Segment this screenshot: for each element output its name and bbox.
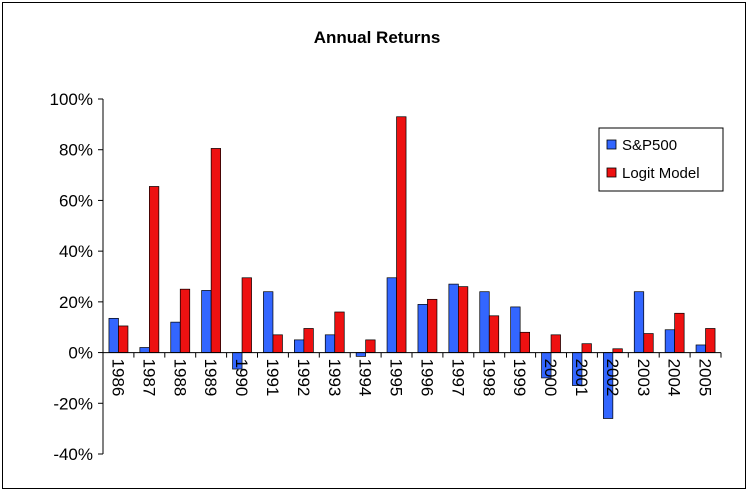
bar-logit-model-1998 <box>488 315 500 353</box>
x-tick-label: 1999 <box>510 359 529 397</box>
y-tick-label: 0% <box>68 344 93 363</box>
y-tick-labels: -40% -20% 0% 20% 40% 60% 80% 100% <box>50 90 93 464</box>
bar-s-p500-1997 <box>448 283 459 353</box>
chart-title: Annual Returns <box>314 28 441 47</box>
x-tick-label: 1994 <box>356 359 375 397</box>
x-tick-label: 1989 <box>201 359 220 397</box>
bar-logit-model-1992 <box>303 328 314 353</box>
x-tick-label: 1996 <box>417 359 436 397</box>
x-tick-label: 1997 <box>448 359 467 397</box>
y-tick-label: 60% <box>59 191 93 210</box>
y-tick-label: 20% <box>59 293 93 312</box>
x-tick-label: 2005 <box>696 359 715 397</box>
x-tick-label: 2002 <box>603 359 622 397</box>
chart-svg: Annual Returns -40% -20% 0% 20% 40% 60% 80% 100… <box>50 28 724 464</box>
legend-label-sp500: S&P500 <box>622 137 677 154</box>
bar-s-p500-1994 <box>355 352 366 357</box>
bar-s-p500-2005 <box>695 344 706 353</box>
bar-s-p500-1995 <box>386 277 397 353</box>
bar-logit-model-1990 <box>241 277 252 353</box>
bar-logit-model-1987 <box>149 186 160 353</box>
bar-s-p500-1991 <box>263 291 274 353</box>
x-tick-label: 1993 <box>325 359 344 397</box>
x-tick-label: 1990 <box>232 359 251 397</box>
y-tick-label: 80% <box>59 141 93 160</box>
bar-s-p500-1987 <box>139 347 150 353</box>
x-tick-label: 2003 <box>634 359 653 397</box>
legend: S&P500 Logit Model <box>598 127 724 192</box>
x-tick-label: 2004 <box>665 359 684 397</box>
bar-s-p500-1998 <box>479 291 490 353</box>
chart-frame: Annual Returns -40% -20% 0% 20% 40% 60% 80% 100… <box>2 2 746 489</box>
bar-s-p500-1996 <box>417 304 428 353</box>
bar-logit-model-2005 <box>705 328 716 353</box>
bar-logit-model-2000 <box>550 334 561 353</box>
bar-logit-model-2002 <box>612 348 623 353</box>
bar-logit-model-1986 <box>118 325 129 353</box>
x-tick-label: 1987 <box>139 359 158 397</box>
bar-logit-model-2001 <box>581 343 592 353</box>
bars-group <box>108 116 716 419</box>
y-tick-label: -40% <box>53 445 93 464</box>
bar-s-p500-1999 <box>510 306 521 353</box>
legend-label-logit-model: Logit Model <box>622 165 700 182</box>
x-tick-label: 1986 <box>108 359 127 397</box>
y-tick-label: -20% <box>53 394 93 413</box>
x-tick-label: 1995 <box>387 359 406 397</box>
bar-s-p500-1993 <box>324 334 336 353</box>
x-tick-label: 1991 <box>263 359 282 397</box>
legend-swatch-logit-model <box>606 167 617 178</box>
bar-logit-model-1997 <box>458 286 469 353</box>
legend-swatch-sp500 <box>606 139 617 150</box>
bar-s-p500-2004 <box>664 329 676 353</box>
bar-s-p500-2003 <box>633 291 645 353</box>
bar-logit-model-2003 <box>643 333 654 353</box>
x-tick-label: 1998 <box>479 359 498 397</box>
bar-logit-model-1989 <box>210 148 221 353</box>
bar-s-p500-1992 <box>294 339 305 353</box>
bar-s-p500-1986 <box>108 317 119 353</box>
x-tick-label: 1992 <box>294 359 313 397</box>
bar-logit-model-1996 <box>427 298 438 353</box>
bar-logit-model-1999 <box>519 331 531 353</box>
bar-logit-model-1991 <box>272 334 283 353</box>
bar-s-p500-1988 <box>170 321 181 353</box>
bar-logit-model-1988 <box>179 288 191 353</box>
bar-s-p500-1989 <box>201 290 212 353</box>
axes-group <box>98 98 722 455</box>
legend-box <box>598 127 724 192</box>
bar-logit-model-1993 <box>334 311 345 353</box>
y-tick-label: 100% <box>50 90 93 109</box>
bar-logit-model-2004 <box>674 312 685 353</box>
x-tick-label: 2001 <box>572 359 591 397</box>
x-tick-label: 2000 <box>541 359 560 397</box>
x-tick-labels: 1986 1987 1988 1989 1990 1991 1992 1993 1994 1995… <box>108 359 714 397</box>
bar-logit-model-1994 <box>365 339 376 353</box>
bar-logit-model-1995 <box>396 116 407 353</box>
y-tick-label: 40% <box>59 242 93 261</box>
x-tick-label: 1988 <box>170 359 189 397</box>
